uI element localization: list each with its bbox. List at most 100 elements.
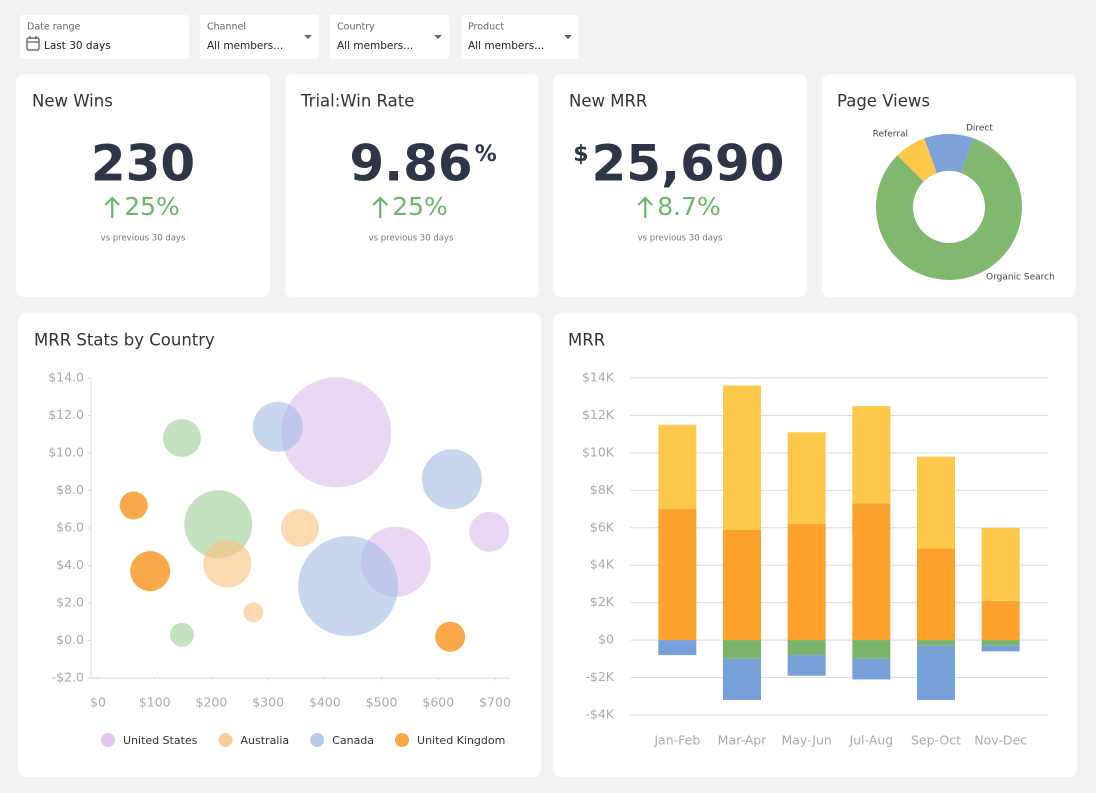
chart-title: Page Views <box>837 92 930 111</box>
kpi-value: 25,690 <box>592 135 785 193</box>
y-tick-label: $10.0 <box>48 445 84 460</box>
y-tick-label: $14.0 <box>48 370 84 385</box>
bar-segment <box>852 640 891 659</box>
bubble <box>281 377 392 488</box>
kpi-note: vs previous 30 days <box>638 234 723 244</box>
y-tick-label: $14K <box>582 370 615 385</box>
y-tick-label: $2.0 <box>56 595 84 610</box>
x-tick-label: Jan-Feb <box>653 733 700 748</box>
y-tick-label: -$4K <box>585 707 614 722</box>
x-tick-label: $0 <box>90 695 106 710</box>
filter-label: Date range <box>27 22 81 33</box>
y-tick-label: $4.0 <box>56 557 84 572</box>
card <box>18 313 541 777</box>
y-tick-label: $0 <box>598 632 614 647</box>
bar-segment <box>787 524 826 641</box>
bar-segment <box>917 645 955 701</box>
y-tick-label: $12.0 <box>48 407 84 422</box>
bubble <box>469 511 510 552</box>
kpi-title: New Wins <box>32 92 113 111</box>
kpi-title: Trial:Win Rate <box>300 92 414 111</box>
bubble <box>169 622 194 647</box>
chart-title: MRR Stats by Country <box>34 331 215 350</box>
y-tick-label: $6K <box>590 519 615 534</box>
bar-segment <box>981 640 1020 646</box>
up-arrow <box>637 196 654 218</box>
y-tick-label: $10K <box>582 444 615 459</box>
kpi-unit: % <box>475 142 497 167</box>
slice-label: Referral <box>873 130 908 140</box>
dropdown-caret[interactable] <box>564 35 572 39</box>
x-tick-label: $400 <box>309 695 341 710</box>
legend-swatch <box>101 733 115 747</box>
bar-segment <box>981 527 1020 601</box>
legend-swatch <box>310 733 325 747</box>
bar-segment <box>917 548 955 641</box>
x-tick-label: $700 <box>479 695 511 710</box>
filter-value: All members... <box>207 40 283 52</box>
filter-box[interactable] <box>20 15 189 59</box>
bar-segment <box>981 645 1020 652</box>
y-tick-label: $6.0 <box>56 520 84 535</box>
filter-box[interactable] <box>200 15 319 59</box>
bar-segment <box>658 424 697 510</box>
bubble <box>421 449 482 510</box>
legend-label: United Kingdom <box>417 734 505 747</box>
bubble <box>130 551 171 592</box>
calendar-icon <box>26 36 40 51</box>
bar-segment <box>787 655 826 676</box>
filter-label: Product <box>468 22 504 33</box>
kpi-note: vs previous 30 days <box>101 234 186 244</box>
bubble <box>435 621 466 652</box>
kpi-value: 9.86 <box>349 135 472 193</box>
filter-value: All members... <box>337 40 413 52</box>
x-tick-label: $200 <box>196 695 228 710</box>
bar-segment <box>723 529 761 641</box>
kpi-value: 230 <box>91 135 195 193</box>
kpi-prefix: $ <box>573 142 588 167</box>
up-arrow <box>104 196 120 218</box>
filter-value: Last 30 days <box>44 40 111 52</box>
filter-value: All members... <box>468 40 544 52</box>
bar-segment <box>787 640 826 656</box>
card <box>553 74 807 297</box>
x-tick-label: $600 <box>422 695 454 710</box>
legend-swatch <box>395 733 410 747</box>
donut-slice <box>897 138 937 182</box>
filter-box[interactable] <box>461 15 579 59</box>
bar-segment <box>658 640 697 656</box>
legend-label: United States <box>123 734 198 747</box>
filter-label: Channel <box>207 22 246 33</box>
bar-segment <box>917 456 955 549</box>
bar-segment <box>658 509 697 641</box>
filter-box[interactable] <box>330 15 449 59</box>
y-tick-label: $0.0 <box>56 632 84 647</box>
x-tick-label: $500 <box>366 695 398 710</box>
x-tick-label: $100 <box>139 695 171 710</box>
bar-segment <box>852 406 891 504</box>
bubble <box>203 539 252 588</box>
bar-segment <box>852 658 891 680</box>
kpi-change: 8.7% <box>657 192 721 221</box>
bar-segment <box>723 385 761 530</box>
card <box>285 74 539 297</box>
bar-segment <box>723 658 761 701</box>
y-tick-label: $8K <box>590 482 615 497</box>
bar-segment <box>852 503 891 641</box>
bubble <box>280 509 319 547</box>
x-tick-label: $300 <box>252 695 284 710</box>
y-tick-label: $2K <box>590 594 615 609</box>
y-tick-label: $8.0 <box>56 482 84 497</box>
legend-swatch <box>218 733 233 747</box>
donut-slice <box>876 138 1023 280</box>
bar-segment <box>917 640 955 646</box>
dropdown-caret[interactable] <box>434 35 442 39</box>
y-tick-label: -$2.0 <box>52 670 84 685</box>
slice-label: Organic Search <box>986 273 1055 283</box>
y-tick-label: $4K <box>590 557 615 572</box>
dropdown-caret[interactable] <box>304 35 312 39</box>
slice-label: Direct <box>966 124 993 134</box>
y-tick-label: $12K <box>582 407 615 422</box>
bubble <box>252 401 303 452</box>
